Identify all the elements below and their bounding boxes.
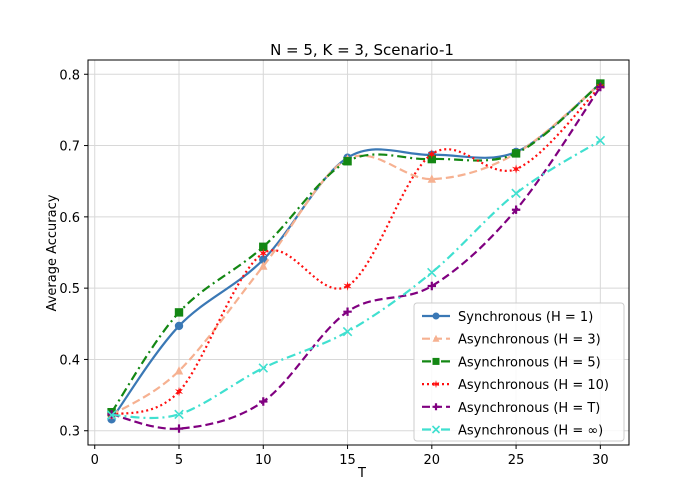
x-tick-label: 25 (508, 453, 525, 468)
y-tick-label: 0.4 (59, 353, 80, 368)
legend-marker (432, 312, 440, 320)
series-line (111, 139, 601, 420)
x-tick-label: 20 (424, 453, 441, 468)
data-point (512, 164, 521, 174)
data-point (343, 281, 352, 291)
legend-label: Asynchronous (H = T) (458, 401, 600, 416)
axis-ticks: 0 5 10 15 20 25 30 0.3 0.4 0.5 0.6 0.7 0.8 (59, 68, 608, 468)
data-point (259, 261, 268, 270)
y-tick-label: 0.6 (59, 211, 80, 226)
legend-marker (432, 357, 440, 365)
data-point (259, 242, 268, 251)
grid-lines (88, 60, 629, 445)
data-point (174, 409, 184, 420)
x-axis-label: T (357, 466, 366, 481)
y-tick-label: 0.3 (59, 425, 80, 440)
x-tick-label: 0 (91, 453, 99, 468)
y-axis-label: Average Accuracy (45, 194, 60, 311)
legend: Synchronous (H = 1) Asynchronous (H = 3) A… (413, 302, 625, 442)
legend-label: Synchronous (H = 1) (458, 310, 593, 325)
x-tick-label: 15 (339, 453, 356, 468)
data-point (259, 248, 268, 258)
data-point (427, 281, 437, 291)
legend-label: Asynchronous (H = 3) (458, 333, 601, 348)
y-tick-label: 0.7 (59, 140, 80, 155)
legend-label: Asynchronous (H = 5) (458, 355, 601, 370)
legend-marker (432, 380, 440, 389)
y-tick-label: 0.5 (59, 282, 80, 297)
series-group (106, 78, 606, 433)
data-point (511, 149, 521, 158)
data-point (511, 188, 521, 199)
legend-marker (432, 334, 440, 342)
data-point (174, 366, 184, 375)
data-point (427, 267, 437, 278)
x-tick-label: 5 (175, 453, 183, 468)
plot-area-frame (87, 59, 630, 446)
x-tick-label: 10 (255, 453, 272, 468)
data-point (343, 307, 352, 316)
data-point (174, 386, 184, 397)
y-tick-label: 0.8 (59, 68, 80, 83)
data-point (174, 308, 184, 317)
series-6 (106, 135, 606, 420)
data-point (342, 326, 353, 337)
legend-label: Asynchronous (H = ∞) (458, 424, 603, 439)
data-point (596, 82, 605, 92)
data-point (106, 410, 117, 420)
series-line (111, 86, 602, 430)
legend-marker (431, 425, 441, 434)
data-point (427, 174, 437, 183)
data-point (511, 205, 521, 214)
data-point (258, 363, 269, 373)
data-point (595, 135, 606, 146)
data-point (427, 154, 437, 164)
x-tick-label: 30 (592, 453, 609, 468)
chart-title: N = 5, K = 3, Scenario-1 (270, 41, 454, 59)
data-point (174, 424, 184, 433)
data-point (427, 149, 436, 159)
data-point (343, 157, 352, 166)
data-point (259, 397, 268, 406)
legend-label: Asynchronous (H = 10) (458, 378, 609, 393)
legend-box (413, 302, 625, 442)
data-point (174, 321, 184, 331)
legend-marker (432, 403, 440, 411)
